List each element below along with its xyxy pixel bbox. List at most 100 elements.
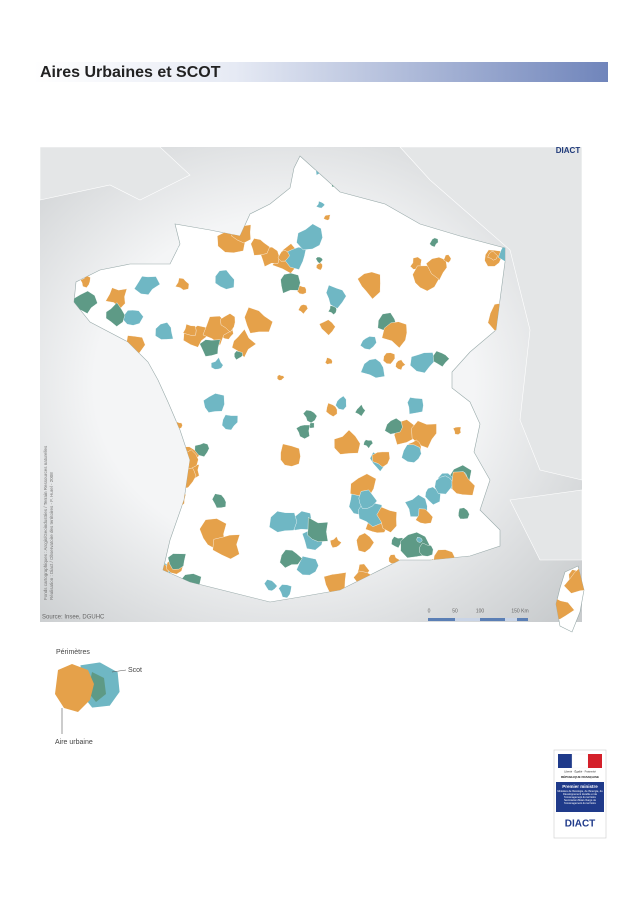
- scale-label: 0: [428, 608, 431, 614]
- perimeter: [277, 249, 290, 262]
- perimeter: [329, 536, 342, 548]
- perimeter: [358, 489, 378, 509]
- scale-label: 50: [452, 608, 458, 614]
- leader-line: [111, 669, 127, 673]
- perimeter: [244, 307, 273, 334]
- perimeter: [395, 359, 406, 371]
- legend: Périmètres Scot Aire urbaine: [55, 649, 142, 746]
- perimeter: [324, 357, 333, 365]
- credit-line: Réalisation : Diact / Observatoire des t…: [49, 472, 54, 600]
- perimeter: [279, 549, 303, 569]
- perimeter: [384, 417, 403, 435]
- legend-scot-label: Scot: [128, 667, 142, 674]
- perimeter: [412, 265, 440, 292]
- perimeter: [583, 172, 584, 183]
- perimeter: [376, 506, 397, 533]
- perimeter: [334, 429, 361, 455]
- perimeter: [215, 269, 235, 290]
- perimeter: [319, 319, 336, 336]
- perimeter: [199, 339, 221, 357]
- perimeter: [434, 475, 455, 495]
- perimeter: [383, 352, 396, 365]
- perimeter: [315, 200, 326, 209]
- perimeter: [487, 251, 498, 261]
- agency: DIACT: [565, 819, 596, 830]
- flag-red: [588, 754, 602, 768]
- perimeter: [298, 304, 309, 315]
- perimeter: [416, 536, 423, 543]
- perimeter: [194, 442, 210, 457]
- perimeter: [280, 443, 301, 467]
- perimeter: [432, 350, 450, 367]
- secretariat: Secrétariat d'État chargé de l'Aménageme…: [563, 799, 597, 805]
- perimeter: [458, 507, 470, 520]
- perimeter: [211, 493, 227, 509]
- perimeter: [105, 302, 126, 327]
- perimeter: [407, 397, 424, 415]
- credit-line: Fonds cartographiques : Arcgis/Geoindust…: [43, 445, 48, 600]
- perimeter: [80, 275, 91, 288]
- perimeter: [452, 426, 462, 435]
- perimeter: [278, 584, 292, 599]
- perimeter: [167, 553, 187, 570]
- perimeter: [280, 272, 301, 294]
- perimeter: [363, 439, 374, 449]
- scale-label: 100: [476, 608, 485, 614]
- ministry-box: Ministère de l'Écologie, de l'Énergie, d…: [557, 790, 603, 805]
- source: Source: Insee, DGUHC: [42, 615, 105, 621]
- perimeter: [443, 254, 452, 264]
- perimeter: [105, 287, 128, 310]
- perimeter: [381, 321, 408, 349]
- perimeter: [174, 277, 190, 291]
- perimeter: [134, 276, 161, 295]
- perimeter: [391, 536, 405, 549]
- legend-heading: Périmètres: [56, 649, 90, 656]
- neighbouring-land: [39, 146, 583, 561]
- legend-urban-area: [55, 664, 94, 712]
- perimeter: [325, 402, 338, 417]
- legend-urban-label: Aire urbaine: [55, 739, 93, 746]
- perimeter: [325, 284, 347, 309]
- perimeter: [356, 532, 375, 553]
- perimeter: [155, 322, 174, 340]
- perimeter: [585, 251, 592, 259]
- government-logo: Liberté · Égalité · Fraternité RÉPUBLIQU…: [553, 749, 607, 839]
- perimeter: [296, 424, 311, 440]
- perimeter: [277, 374, 285, 381]
- perimeter: [360, 336, 377, 350]
- flag-blue: [558, 754, 572, 768]
- perimeter: [296, 223, 323, 251]
- perimeter: [220, 313, 236, 333]
- perimeter: [269, 510, 298, 533]
- perimeter: [429, 237, 439, 248]
- map-logo: DIACT: [556, 146, 581, 155]
- perimeter: [182, 323, 197, 336]
- republic: RÉPUBLIQUE FRANÇAISE: [561, 774, 599, 779]
- perimeter: [371, 451, 391, 468]
- blue-panel: [556, 782, 604, 812]
- perimeter: [415, 508, 434, 525]
- ministry: Ministère de l'Écologie, de l'Énergie, d…: [557, 790, 603, 799]
- scale-label: 150 Km: [511, 608, 528, 614]
- scale-bar: 0 50 100 150 Km: [428, 608, 529, 621]
- legend-overlap: [88, 672, 106, 702]
- perimeter: [315, 256, 324, 264]
- perimeter: [357, 271, 381, 300]
- perimeter: [231, 328, 257, 358]
- credits: Fonds cartographiques : Arcgis/Geoindust…: [43, 445, 54, 600]
- perimeter: [323, 214, 331, 221]
- perimeter: [451, 471, 476, 496]
- perimeter: [302, 409, 318, 424]
- scale-line: [455, 618, 480, 621]
- perimeter: [212, 534, 241, 560]
- flag-white: [571, 753, 589, 769]
- perimeter: [419, 542, 434, 557]
- perimeter: [307, 517, 329, 542]
- perimeter: [425, 486, 441, 505]
- perimeter: [234, 350, 243, 361]
- perimeter: [316, 262, 323, 271]
- perimeter: [360, 358, 385, 379]
- perimeter: [221, 414, 239, 431]
